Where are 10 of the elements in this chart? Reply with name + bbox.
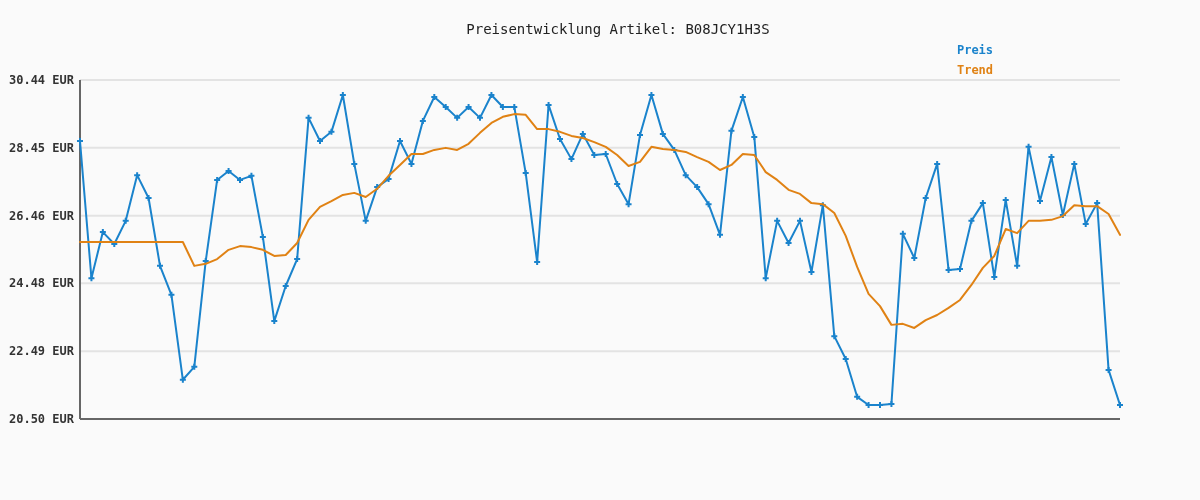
line-series bbox=[79, 113, 1121, 329]
chart-title: Preisentwicklung Artikel: B08JCY1H3S bbox=[466, 21, 770, 37]
y-tick-label: 26.46 EUR bbox=[8, 208, 75, 223]
y-tick-label: 28.45 EUR bbox=[8, 141, 75, 156]
y-tick-label: 30.44 EUR bbox=[8, 73, 75, 88]
y-tick-label: 20.50 EUR bbox=[8, 412, 75, 427]
y-tick-label: 24.48 EUR bbox=[8, 276, 75, 291]
text: Trend bbox=[956, 63, 994, 78]
text: Preis bbox=[956, 43, 994, 58]
y-tick-label: 22.49 EUR bbox=[8, 344, 75, 359]
